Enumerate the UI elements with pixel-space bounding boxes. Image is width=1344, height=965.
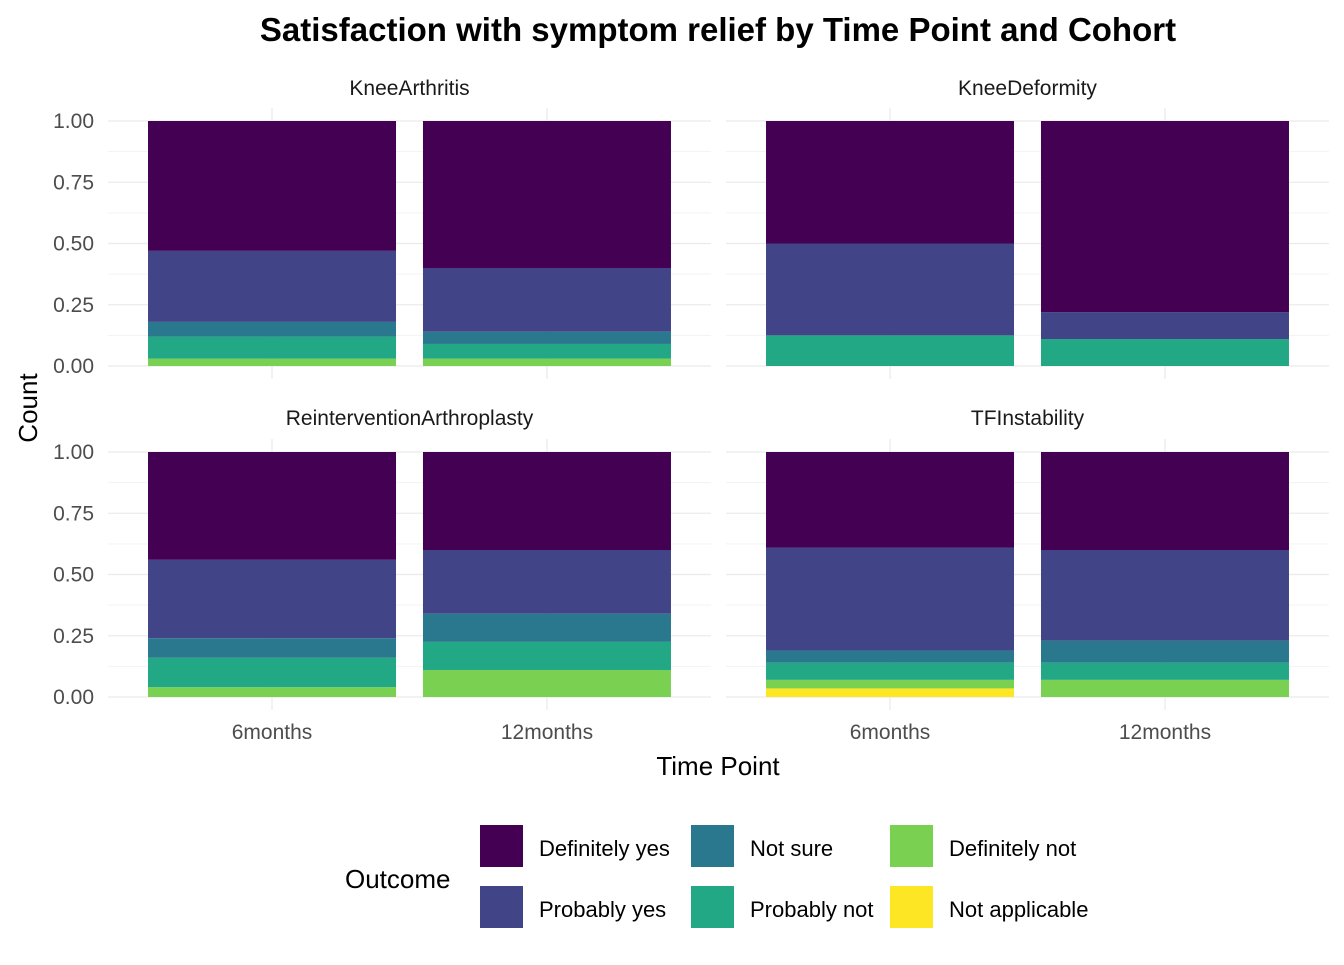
facet-label: TFInstability — [971, 407, 1085, 430]
y-tick-label: 0.75 — [53, 502, 94, 525]
bar-segment — [422, 268, 671, 332]
x-tick-label: 12months — [1119, 721, 1211, 744]
legend-swatch — [890, 825, 933, 867]
x-tick-label: 6months — [850, 721, 931, 744]
bar-segment — [148, 336, 397, 359]
facet-panel: TFInstability 6months 12months — [726, 407, 1329, 744]
bar-segment — [766, 243, 1015, 336]
legend-swatch — [691, 825, 734, 867]
bar-segment — [422, 641, 671, 671]
bar-segment — [766, 335, 1015, 366]
bar-segment — [766, 650, 1015, 663]
bar-segment — [148, 121, 397, 251]
y-tick-label: 0.00 — [53, 355, 94, 378]
bar-segment — [422, 452, 671, 550]
bar-segment — [148, 559, 397, 639]
facet-label: ReinterventionArthroplasty — [286, 407, 534, 430]
bar-segment — [1040, 339, 1289, 366]
bar-segment — [148, 687, 397, 697]
bar-segment — [422, 331, 671, 344]
bar-segment — [422, 670, 671, 697]
bar-segment — [1040, 640, 1289, 663]
legend-swatch — [691, 886, 734, 928]
bar-segment — [422, 613, 671, 642]
facet-panels: KneeArthritis 0.00 0.25 0.50 0.75 1.00 KneeDef… — [53, 77, 1329, 744]
facet-label: KneeArthritis — [349, 77, 469, 100]
bar-segment — [148, 452, 397, 560]
bar-segment — [766, 547, 1015, 651]
bar-segment — [766, 662, 1015, 680]
legend-label: Not applicable — [949, 897, 1088, 922]
bar-segment — [148, 250, 397, 322]
bar-segment — [766, 679, 1015, 689]
bar-segment — [1040, 679, 1289, 697]
facet-panel: KneeArthritis 0.00 0.25 0.50 0.75 1.00 — [53, 77, 711, 379]
legend-title: Outcome — [345, 864, 451, 894]
bar-segment — [148, 638, 397, 658]
bar-segment — [1040, 550, 1289, 641]
legend-label: Definitely not — [949, 836, 1076, 861]
bar-segment — [148, 657, 397, 688]
legend-swatch — [480, 825, 523, 867]
y-tick-label: 1.00 — [53, 110, 94, 133]
facet-panel: KneeDeformity — [726, 77, 1329, 379]
legend-swatch — [480, 886, 523, 928]
x-tick-label: 6months — [232, 721, 313, 744]
x-axis-label: Time Point — [656, 751, 780, 781]
bar-segment — [1040, 662, 1289, 680]
y-tick-label: 0.25 — [53, 625, 94, 648]
facet-panel: ReinterventionArthroplasty 0.00 0.25 0.50 0.… — [53, 407, 711, 744]
bar-segment — [766, 688, 1015, 697]
legend-label: Not sure — [750, 836, 833, 861]
bar-segment — [1040, 312, 1289, 340]
bar-segment — [422, 358, 671, 366]
chart-title: Satisfaction with symptom relief by Time… — [260, 11, 1176, 48]
bar-segment — [766, 452, 1015, 548]
bar-segment — [1040, 121, 1289, 313]
bar-segment — [148, 321, 397, 337]
legend: Outcome Definitely yes Probably yes Not su… — [345, 825, 1088, 928]
bar-segment — [1040, 452, 1289, 550]
bar-segment — [766, 121, 1015, 244]
y-tick-label: 0.00 — [53, 686, 94, 709]
legend-label: Definitely yes — [539, 836, 670, 861]
bar-segment — [422, 550, 671, 614]
y-tick-label: 1.00 — [53, 441, 94, 464]
y-tick-label: 0.50 — [53, 564, 94, 587]
y-tick-label: 0.25 — [53, 294, 94, 317]
bar-segment — [148, 358, 397, 366]
legend-label: Probably yes — [539, 897, 666, 922]
legend-swatch — [890, 886, 933, 928]
legend-label: Probably not — [750, 897, 874, 922]
legend-items: Definitely yes Probably yes Not sure Probab… — [480, 825, 1088, 928]
y-axis-label: Count — [13, 373, 43, 443]
x-tick-label: 12months — [501, 721, 593, 744]
facet-label: KneeDeformity — [958, 77, 1097, 100]
bar-segment — [422, 343, 671, 359]
y-tick-label: 0.50 — [53, 233, 94, 256]
y-tick-label: 0.75 — [53, 171, 94, 194]
bar-segment — [422, 121, 671, 268]
